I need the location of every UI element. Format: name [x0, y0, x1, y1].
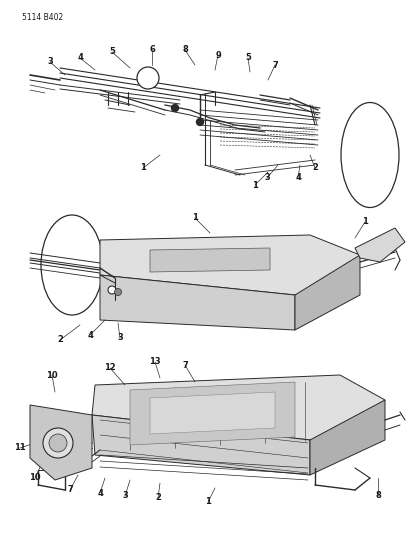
Text: 1: 1 — [140, 164, 146, 173]
Text: 4: 4 — [87, 330, 93, 340]
Text: 5114 B402: 5114 B402 — [22, 13, 63, 22]
Text: 9: 9 — [215, 51, 221, 60]
Text: 4: 4 — [97, 489, 103, 497]
Text: 5: 5 — [245, 53, 251, 62]
Ellipse shape — [49, 434, 67, 452]
Text: 10: 10 — [46, 370, 58, 379]
Text: 2: 2 — [155, 494, 161, 503]
Text: 2: 2 — [57, 335, 63, 344]
Text: 1: 1 — [252, 181, 258, 190]
Text: 4: 4 — [77, 53, 83, 62]
Text: 1: 1 — [205, 497, 211, 506]
Polygon shape — [150, 392, 275, 434]
Polygon shape — [100, 275, 295, 330]
Text: 7: 7 — [182, 360, 188, 369]
Text: 13: 13 — [149, 358, 161, 367]
Text: 7: 7 — [272, 61, 278, 69]
Text: 2: 2 — [312, 164, 318, 173]
Text: 5: 5 — [109, 47, 115, 56]
Circle shape — [197, 118, 204, 125]
Text: 3: 3 — [264, 174, 270, 182]
Text: 3: 3 — [47, 58, 53, 67]
Polygon shape — [310, 400, 385, 475]
Text: 8: 8 — [375, 490, 381, 499]
Text: 1: 1 — [362, 217, 368, 227]
Ellipse shape — [137, 67, 159, 89]
Text: 8: 8 — [182, 45, 188, 54]
Circle shape — [115, 288, 122, 295]
Text: 3: 3 — [117, 334, 123, 343]
Polygon shape — [92, 415, 310, 475]
Polygon shape — [30, 405, 92, 480]
Polygon shape — [295, 255, 360, 330]
Text: 10: 10 — [29, 473, 41, 482]
Polygon shape — [150, 248, 270, 272]
Text: 1: 1 — [192, 214, 198, 222]
Text: 11: 11 — [14, 443, 26, 453]
Ellipse shape — [41, 215, 103, 315]
Polygon shape — [92, 375, 385, 440]
Circle shape — [171, 104, 179, 111]
Text: 6: 6 — [149, 45, 155, 54]
Polygon shape — [355, 228, 405, 262]
Ellipse shape — [341, 102, 399, 207]
Text: 4: 4 — [295, 174, 301, 182]
Polygon shape — [100, 235, 360, 295]
Circle shape — [108, 286, 116, 294]
Text: 12: 12 — [104, 364, 116, 373]
Text: 3: 3 — [122, 491, 128, 500]
Ellipse shape — [43, 428, 73, 458]
Polygon shape — [130, 382, 295, 445]
Text: 7: 7 — [67, 486, 73, 495]
